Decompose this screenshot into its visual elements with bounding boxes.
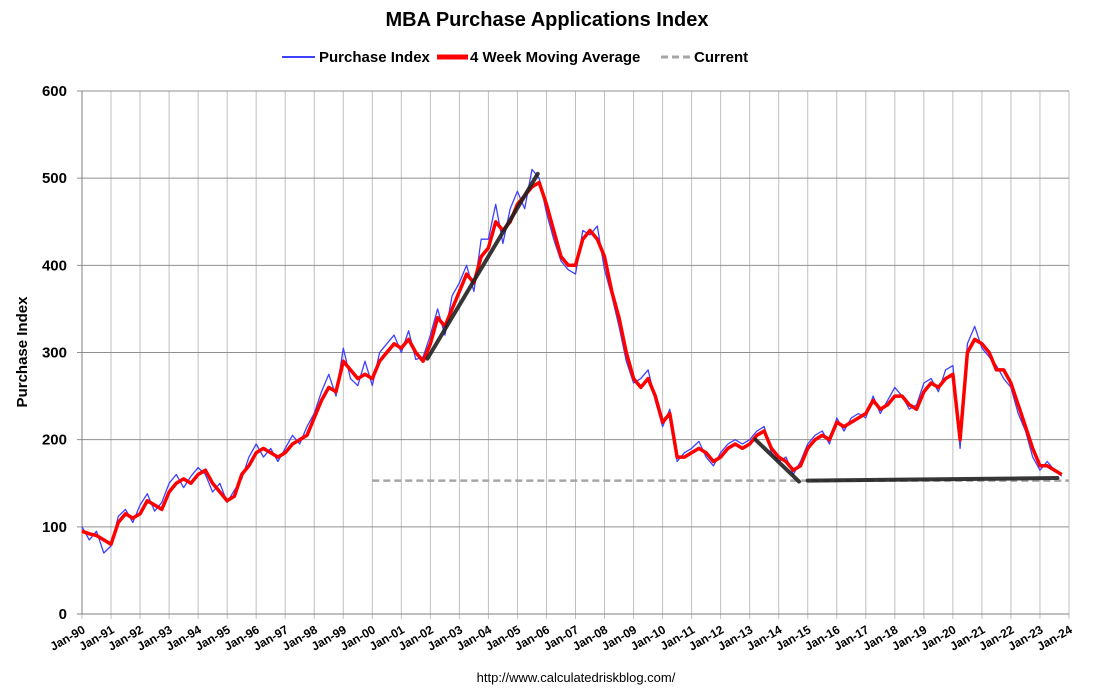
y-tick-label: 600	[42, 83, 67, 100]
chart-title: MBA Purchase Applications Index	[385, 9, 708, 31]
y-tick-label: 500	[42, 170, 67, 187]
trend-line	[425, 171, 540, 361]
y-axis: 0 100 200 300 400 500 600	[42, 83, 67, 623]
x-axis: Jan-90Jan-91Jan-92Jan-93Jan-94Jan-95Jan-…	[48, 622, 1075, 653]
source-url: http://www.calculatedriskblog.com/	[477, 670, 676, 685]
y-tick-label: 200	[42, 432, 67, 449]
legend-label-purchase-index: Purchase Index	[319, 49, 431, 66]
trend-line	[753, 437, 802, 484]
legend-label-current: Current	[694, 49, 748, 66]
purchase-index-line	[81, 168, 1063, 554]
y-tick-label: 300	[42, 345, 67, 362]
series-layer	[81, 168, 1069, 554]
y-tick-label: 100	[42, 519, 67, 536]
legend: Purchase Index 4 Week Moving Average Cur…	[282, 49, 748, 66]
trend-line	[805, 476, 1060, 483]
y-tick-label: 400	[42, 257, 67, 274]
y-axis-label: Purchase Index	[14, 296, 31, 408]
gridlines	[77, 90, 1070, 619]
moving-average-line	[81, 180, 1063, 547]
y-tick-label: 0	[59, 606, 67, 623]
legend-label-moving-average: 4 Week Moving Average	[470, 49, 640, 66]
